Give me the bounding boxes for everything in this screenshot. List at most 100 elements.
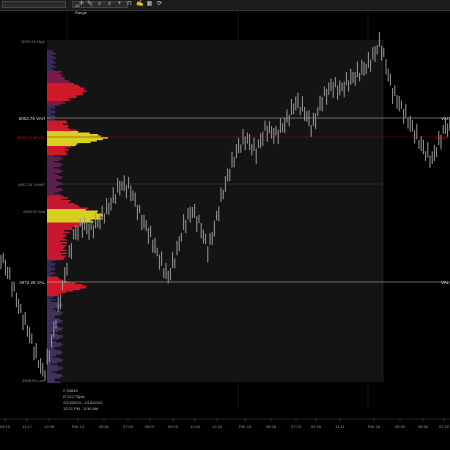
profile-row [47, 179, 57, 181]
crosshair-icon[interactable]: ✛ [78, 1, 85, 7]
profile-row [47, 237, 64, 240]
price-chart[interactable]: 5009.25 High 5003.75 VAH 5000.00 MPOC 49… [0, 10, 450, 450]
profile-row [47, 110, 55, 112]
profile-row [47, 261, 51, 264]
level-mid-label: 4980.00 Mid [23, 209, 45, 214]
profile-row [47, 176, 63, 178]
profile-row [47, 368, 63, 370]
profile-row [47, 95, 77, 97]
profile-row [47, 278, 60, 280]
profile-row [47, 264, 55, 267]
profile-row [47, 366, 63, 369]
profile-row [47, 153, 68, 156]
profile-row [47, 183, 63, 186]
profile-row [47, 359, 63, 361]
pencil-icon[interactable]: ✎ [86, 1, 93, 7]
profile-row [47, 149, 69, 151]
x-axis-tick-label: 08:07 [145, 424, 156, 429]
profile-row [47, 305, 63, 307]
profile-row [47, 167, 54, 169]
info-range: R 122.75pts [63, 394, 85, 399]
profile-row [47, 218, 102, 220]
grid-icon[interactable]: ▦ [146, 1, 153, 7]
plus-icon[interactable]: + [117, 1, 122, 7]
x-axis-tick-label: 06:28 [266, 424, 277, 429]
profile-row [47, 204, 78, 207]
profile-row [47, 363, 52, 366]
profile-row [47, 197, 69, 199]
profile-row [47, 330, 58, 333]
volume-profile [47, 50, 108, 384]
x-axis-tick-label: 07:32 [439, 424, 450, 429]
profile-row [47, 291, 66, 294]
profile-row [47, 68, 52, 70]
x-axis-tick-label: 05:51 [99, 424, 110, 429]
profile-row [47, 327, 63, 330]
zoom-in-icon[interactable]: ⌕ [97, 1, 102, 7]
profile-row [47, 276, 58, 279]
profile-row [47, 221, 94, 223]
profile-row [47, 302, 58, 304]
profile-row [47, 102, 66, 105]
profile-row [47, 51, 55, 54]
x-axis-tick-label: 11:04 [190, 424, 200, 429]
profile-row [47, 369, 59, 372]
profile-row [47, 254, 62, 256]
magnet-icon[interactable]: ⊓ [127, 1, 132, 7]
profile-row [47, 317, 55, 319]
profile-row [47, 59, 52, 61]
profile-row [47, 138, 103, 141]
profile-row [47, 87, 85, 90]
right-val-label: VAL [441, 280, 450, 285]
profile-row [47, 129, 77, 132]
profile-row [47, 219, 91, 222]
profile-row [47, 188, 62, 190]
profile-row [47, 251, 61, 253]
profile-row [47, 378, 55, 381]
x-axis-tick-label: Feb 16 [368, 424, 381, 429]
profile-row [47, 201, 69, 204]
profile-row [47, 318, 61, 321]
profile-row [47, 174, 59, 177]
range-type-select[interactable]: 20 Range [72, 1, 92, 15]
profile-row [47, 357, 60, 360]
profile-row [47, 300, 52, 303]
profile-row [47, 372, 57, 375]
profile-row [47, 339, 53, 342]
profile-row [47, 86, 81, 88]
profile-row [47, 123, 63, 126]
profile-row [47, 105, 55, 108]
profile-row [47, 329, 63, 331]
x-axis-tick-label: 09:10 [0, 424, 11, 429]
profile-row [47, 294, 59, 297]
profile-row [47, 285, 87, 288]
profile-row [47, 63, 52, 66]
profile-row [47, 249, 67, 252]
profile-row [47, 113, 51, 115]
profile-row [47, 89, 84, 91]
profile-row [47, 75, 62, 78]
profile-row [47, 345, 61, 348]
sync-icon[interactable]: ⟳ [156, 1, 163, 7]
instrument-select[interactable] [2, 1, 66, 8]
profile-row [47, 99, 71, 102]
level-mpoc-label: 5000.00 MPOC [17, 135, 45, 140]
profile-row [47, 287, 86, 289]
profile-row [47, 65, 55, 67]
profile-row [47, 206, 80, 208]
profile-row [47, 207, 89, 210]
profile-row [47, 161, 55, 163]
profile-row [47, 56, 55, 58]
level-val-label: 4972.25 VAL [19, 280, 45, 285]
level-vah-label: 5003.75 VAH [19, 116, 45, 121]
profile-row [47, 323, 57, 325]
profile-row [47, 282, 76, 285]
profile-row [47, 269, 55, 271]
profile-row [47, 279, 63, 282]
zoom-out-icon[interactable]: ⌕ [107, 1, 112, 7]
profile-row [47, 186, 56, 189]
range-value-select[interactable] [92, 1, 128, 8]
pen-edit-icon[interactable]: ✍ [136, 1, 144, 7]
profile-row [47, 288, 81, 291]
profile-row [47, 114, 55, 117]
